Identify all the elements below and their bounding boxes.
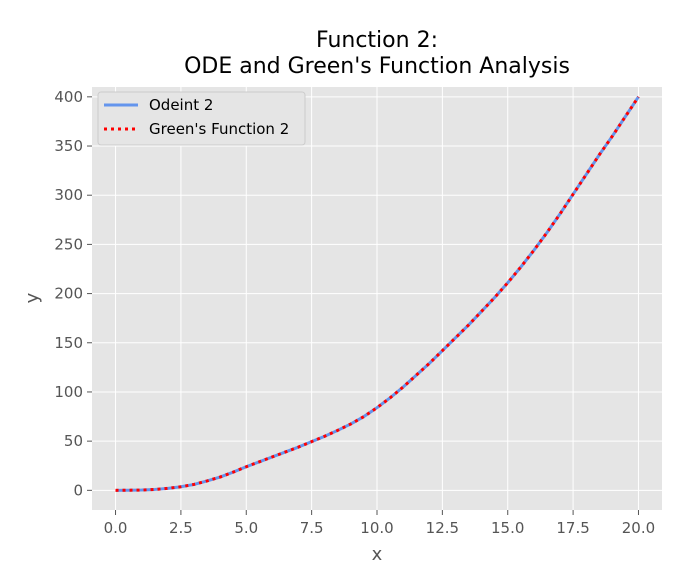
y-tick-label: 200 bbox=[54, 285, 83, 303]
x-tick-label: 10.0 bbox=[360, 519, 393, 537]
tick-labels: 0.0 2.5 5.0 7.5 10.0 12.5 15.0 17.5 20.0 0 50 100 15… bbox=[54, 88, 655, 537]
legend-box bbox=[97, 91, 306, 146]
x-tick-label: 12.5 bbox=[426, 519, 459, 537]
y-tick-label: 150 bbox=[54, 334, 83, 352]
y-tick-label: 400 bbox=[54, 88, 83, 106]
grid bbox=[92, 87, 662, 510]
y-tick-label: 250 bbox=[54, 235, 83, 253]
x-tick-label: 0.0 bbox=[104, 519, 128, 537]
y-tick-label: 100 bbox=[54, 383, 83, 401]
legend-label-greens-function: Green's Function 2 bbox=[149, 120, 289, 138]
x-tick-label: 5.0 bbox=[234, 519, 258, 537]
legend: Odeint 2 Green's Function 2 bbox=[97, 91, 306, 146]
x-tick-label: 7.5 bbox=[300, 519, 324, 537]
y-tick-label: 350 bbox=[54, 137, 83, 155]
x-tick-label: 15.0 bbox=[491, 519, 524, 537]
legend-label-odeint: Odeint 2 bbox=[149, 96, 213, 114]
y-tick-label: 0 bbox=[73, 481, 83, 499]
series-line-odeint bbox=[115, 96, 640, 492]
x-tick-label: 2.5 bbox=[169, 519, 193, 537]
y-axis-label: y bbox=[22, 292, 43, 303]
y-tick-label: 50 bbox=[64, 432, 83, 450]
x-tick-label: 20.0 bbox=[622, 519, 655, 537]
chart-title-line-1: Function 2: bbox=[316, 28, 438, 53]
series-layer bbox=[115, 96, 640, 492]
chart-title-line-2: ODE and Green's Function Analysis bbox=[184, 54, 570, 79]
x-tick-label: 17.5 bbox=[556, 519, 589, 537]
x-axis-label: x bbox=[372, 544, 383, 565]
y-tick-label: 300 bbox=[54, 186, 83, 204]
